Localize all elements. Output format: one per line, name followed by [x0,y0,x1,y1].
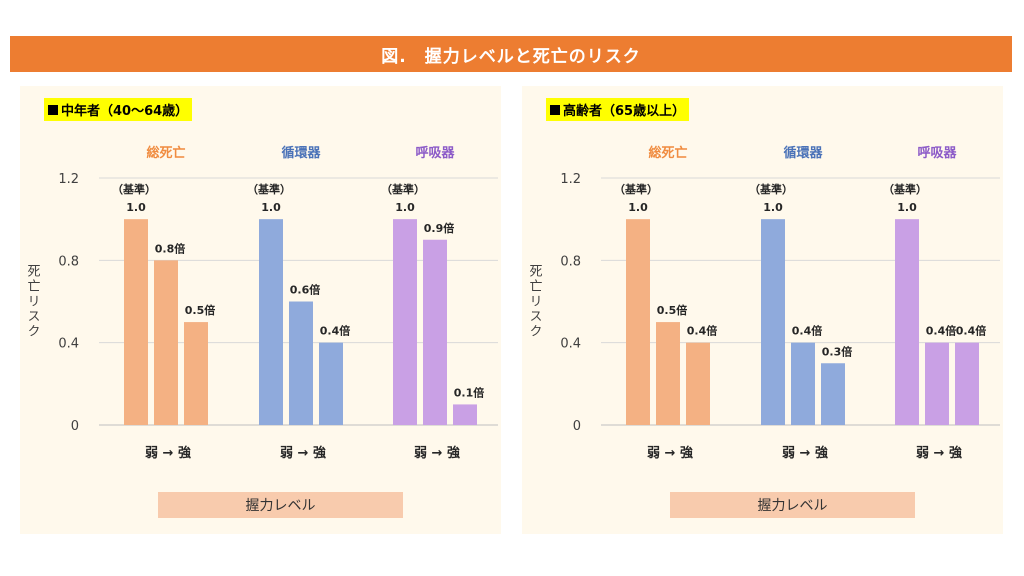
y-tick-label: 0 [573,419,581,434]
bar [656,322,680,425]
group-axis-label: 弱 → 強 [647,445,693,461]
page-title: 図. 握力レベルと死亡のリスク [10,36,1012,72]
group-axis-label: 弱 → 強 [145,445,191,461]
bar [154,260,178,425]
bar-chart: 0 0.4 0.8 1.2 死亡リスク 総死亡 1.0 （基準） 0.8倍 0.5倍弱 → 強 循環… [25,145,498,461]
group-title: 総死亡 [648,145,687,161]
data-label: 1.0 [897,201,917,214]
data-label: 1.0 [126,201,146,214]
data-label: 0.9倍 [424,221,455,235]
chart-panel-middle-aged: 中年者（40～64歳） 0 0.4 0.8 1.2 死亡リスク 総死亡 1.0 （基準） 0.8… [20,86,501,534]
data-label: 1.0 [395,201,415,214]
bar [319,342,343,425]
data-label: 0.4倍 [792,324,823,338]
baseline-note: （基準） [614,182,658,196]
chart-title: 高齢者（65歳以上） [546,98,690,121]
y-tick-label: 1.2 [58,172,79,187]
data-label: 0.5倍 [185,303,216,317]
baseline-note: （基準） [112,182,156,196]
bar [184,322,208,425]
bar-chart: 0 0.4 0.8 1.2 死亡リスク 総死亡 1.0 （基準） 0.5倍 0.4倍弱 → 強 循環… [527,145,1000,461]
data-label: 0.5倍 [657,303,688,317]
data-label: 0.8倍 [155,241,186,255]
group-title: 呼吸器 [917,145,957,161]
group-axis-label: 弱 → 強 [782,445,828,461]
bar [686,342,710,425]
chart-title: 中年者（40～64歳） [44,98,193,121]
x-axis-label: 握力レベル [670,492,915,518]
bar [423,239,447,425]
data-label: 0.4倍 [320,324,351,338]
square-bullet-icon [550,105,560,115]
baseline-note: （基準） [749,182,793,196]
bar [393,219,417,425]
bar [761,219,785,425]
group-axis-label: 弱 → 強 [916,445,962,461]
group-title: 循環器 [783,145,823,161]
group-title: 呼吸器 [415,145,455,161]
y-axis-label: 死亡リスク [25,264,41,339]
group-axis-label: 弱 → 強 [414,445,460,461]
group-axis-label: 弱 → 強 [280,445,326,461]
y-tick-label: 0.4 [58,337,79,352]
bar [124,219,148,425]
group-title: 総死亡 [146,145,185,161]
chart-title-text: 中年者（40～64歳） [61,104,189,119]
bar [955,342,979,425]
bar [626,219,650,425]
bar [259,219,283,425]
baseline-note: （基準） [247,182,291,196]
group-title: 循環器 [281,145,321,161]
data-label: 0.1倍 [454,385,485,399]
bar [925,342,949,425]
baseline-note: （基準） [883,182,927,196]
bar [791,342,815,425]
data-label: 1.0 [261,201,281,214]
y-tick-label: 0.4 [560,337,581,352]
bar [821,363,845,425]
chart-title-text: 高齢者（65歳以上） [563,104,686,119]
data-label: 0.4倍 [956,324,987,338]
x-axis-label: 握力レベル [158,492,403,518]
chart-panel-elderly: 高齢者（65歳以上） 0 0.4 0.8 1.2 死亡リスク 総死亡 1.0 （基準） 0.5倍… [522,86,1003,534]
bar [453,404,477,425]
square-bullet-icon [48,105,58,115]
y-axis-label: 死亡リスク [527,264,543,339]
y-tick-label: 0.8 [58,254,79,269]
data-label: 0.6倍 [290,283,321,297]
bar [289,301,313,425]
data-label: 1.0 [763,201,783,214]
data-label: 0.4倍 [926,324,957,338]
y-tick-label: 0 [71,419,79,434]
data-label: 0.3倍 [822,344,853,358]
data-label: 1.0 [628,201,648,214]
y-tick-label: 0.8 [560,254,581,269]
baseline-note: （基準） [381,182,425,196]
data-label: 0.4倍 [687,324,718,338]
y-tick-label: 1.2 [560,172,581,187]
bar [895,219,919,425]
